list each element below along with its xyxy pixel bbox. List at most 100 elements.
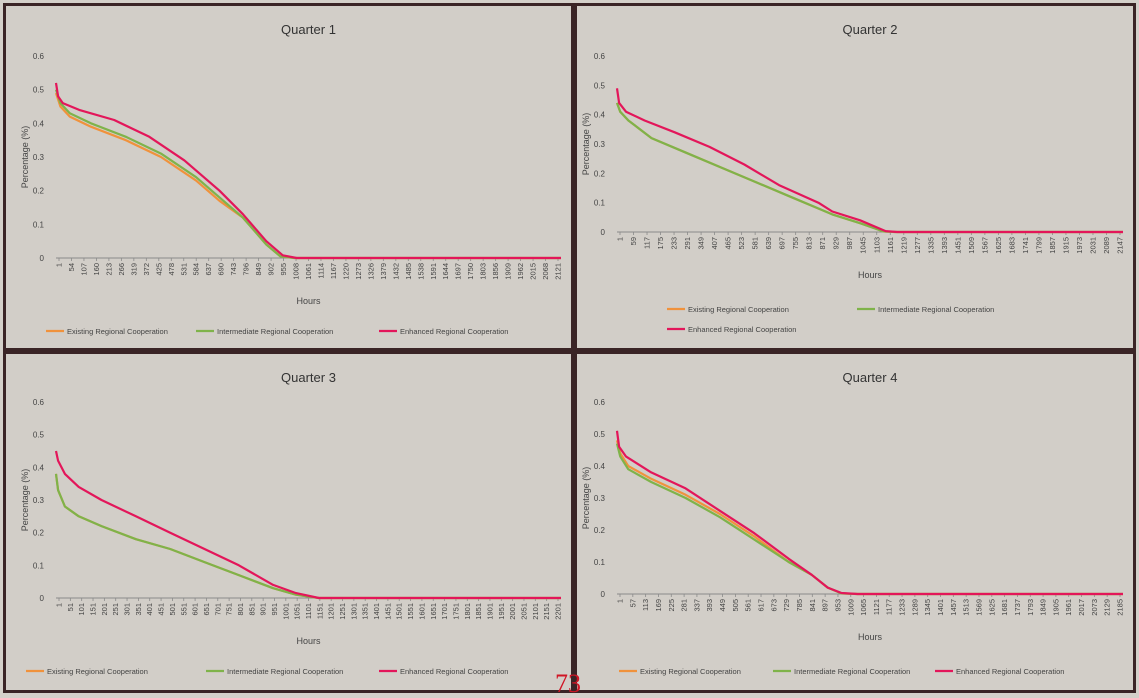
y-tick-label: 0.2	[33, 529, 45, 538]
y-tick-label: 0.1	[594, 199, 606, 208]
x-tick-label: 201	[100, 603, 109, 616]
x-tick-label: 1177	[885, 599, 894, 615]
x-tick-label: 1114	[316, 263, 325, 279]
series-line-intermediate	[54, 473, 561, 600]
chart-title: Quarter 3	[281, 370, 336, 385]
x-tick-label: 351	[134, 603, 143, 616]
y-tick-label: 0	[601, 590, 606, 599]
x-tick-label: 465	[724, 237, 733, 250]
x-tick-label: 101	[77, 603, 86, 616]
x-tick-label: 1351	[361, 603, 370, 620]
y-tick-label: 0.4	[33, 119, 45, 128]
x-tick-label: 637	[204, 263, 213, 276]
y-tick-label: 0.4	[594, 111, 606, 120]
x-tick-label: 1451	[953, 237, 962, 254]
x-tick-label: 151	[89, 603, 98, 616]
x-tick-label: 690	[217, 263, 226, 276]
y-tick-label: 0.4	[594, 462, 606, 471]
x-tick-label: 59	[629, 237, 638, 245]
x-tick-label: 1101	[304, 603, 313, 619]
x-tick-label: 1509	[967, 237, 976, 254]
x-tick-label: 175	[656, 237, 665, 250]
x-tick-label: 107	[79, 263, 88, 276]
x-tick-label: 2101	[531, 603, 540, 620]
x-tick-label: 729	[782, 599, 791, 612]
chart-panel-q1: Quarter 1 0 0.1 0.2 0.3 0.4 0.5 0.6 Percentage (…	[3, 3, 574, 351]
x-tick-label: 2051	[519, 603, 528, 620]
x-tick-label: 372	[142, 263, 151, 276]
x-tick-label: 1401	[936, 599, 945, 616]
legend-label: Intermediate Regional Cooperation	[217, 327, 333, 336]
x-tick-label: 233	[670, 237, 679, 250]
x-tick-label: 2017	[1077, 599, 1086, 616]
x-tick-label: 929	[832, 237, 841, 250]
x-tick-label: 751	[225, 603, 234, 616]
legend-label: Existing Regional Cooperation	[67, 327, 168, 336]
x-tick-label: 987	[845, 237, 854, 250]
legend-label: Enhanced Regional Cooperation	[956, 667, 1064, 676]
x-tick-label: 51	[66, 603, 75, 611]
x-tick-label: 951	[270, 603, 279, 616]
chart-panel-q3: Quarter 3 0 0.1 0.2 0.3 0.4 0.5 0.6 Percentage (…	[3, 351, 574, 693]
x-tick-label: 796	[242, 263, 251, 276]
x-tick-label: 393	[705, 599, 714, 612]
x-tick-label: 1856	[491, 263, 500, 280]
series-line-intermediate	[54, 89, 561, 260]
x-tick-label: 953	[833, 599, 842, 612]
x-axis-label: Hours	[296, 636, 321, 646]
x-tick-label: 1451	[383, 603, 392, 620]
x-tick-label: 266	[117, 263, 126, 276]
x-tick-label: 1009	[846, 599, 855, 616]
chart-panel-q2: Quarter 2 0 0.1 0.2 0.3 0.4 0.5 0.6 Percentage (…	[574, 3, 1136, 351]
x-tick-label: 901	[259, 603, 268, 616]
x-tick-label: 1625	[994, 237, 1003, 254]
x-tick-label: 1	[55, 603, 64, 607]
x-tick-label: 1799	[1034, 237, 1043, 254]
x-tick-label: 1167	[329, 263, 338, 279]
x-tick-label: 1	[616, 237, 625, 241]
series-line-existing	[615, 102, 1123, 234]
y-axis-label: Percentage (%)	[20, 126, 30, 189]
y-tick-label: 0.5	[33, 86, 45, 95]
series-line-existing	[54, 92, 561, 260]
x-tick-label: 1301	[349, 603, 358, 620]
y-axis-label: Percentage (%)	[581, 113, 591, 176]
x-tick-label: 251	[111, 603, 120, 616]
series-line-enhanced	[615, 88, 1123, 234]
y-tick-label: 0.6	[594, 398, 606, 407]
x-tick-label: 2073	[1090, 599, 1099, 616]
x-tick-label: 291	[683, 237, 692, 250]
x-tick-label: 1289	[910, 599, 919, 616]
x-tick-label: 1625	[987, 599, 996, 616]
x-tick-label: 1751	[451, 603, 460, 620]
y-tick-label: 0.3	[33, 153, 45, 162]
x-tick-label: 561	[744, 599, 753, 612]
y-tick-label: 0.1	[33, 561, 45, 570]
x-tick-label: 2031	[1088, 237, 1097, 254]
legend-label: Intermediate Regional Cooperation	[227, 667, 343, 676]
x-tick-label: 697	[778, 237, 787, 250]
x-tick-label: 407	[710, 237, 719, 250]
y-tick-label: 0.2	[33, 187, 45, 196]
x-tick-label: 213	[104, 263, 113, 276]
x-tick-label: 1001	[281, 603, 290, 620]
x-tick-label: 2001	[508, 603, 517, 620]
x-tick-label: 1045	[859, 237, 868, 254]
x-tick-label: 1432	[391, 263, 400, 280]
x-tick-label: 1681	[1000, 599, 1009, 616]
x-tick-label: 401	[145, 603, 154, 616]
x-tick-label: 281	[680, 599, 689, 612]
legend-label: Existing Regional Cooperation	[47, 667, 148, 676]
x-tick-label: 1513	[962, 599, 971, 616]
y-tick-label: 0.6	[33, 52, 45, 61]
x-tick-label: 1061	[304, 263, 313, 280]
legend-label: Enhanced Regional Cooperation	[688, 325, 796, 334]
x-tick-label: 801	[236, 603, 245, 616]
y-tick-label: 0.5	[33, 431, 45, 440]
x-tick-label: 1065	[859, 599, 868, 616]
x-tick-label: 1273	[354, 263, 363, 280]
x-tick-label: 337	[692, 599, 701, 612]
x-tick-label: 1538	[416, 263, 425, 280]
x-tick-label: 531	[179, 263, 188, 276]
x-tick-label: 1457	[949, 599, 958, 616]
